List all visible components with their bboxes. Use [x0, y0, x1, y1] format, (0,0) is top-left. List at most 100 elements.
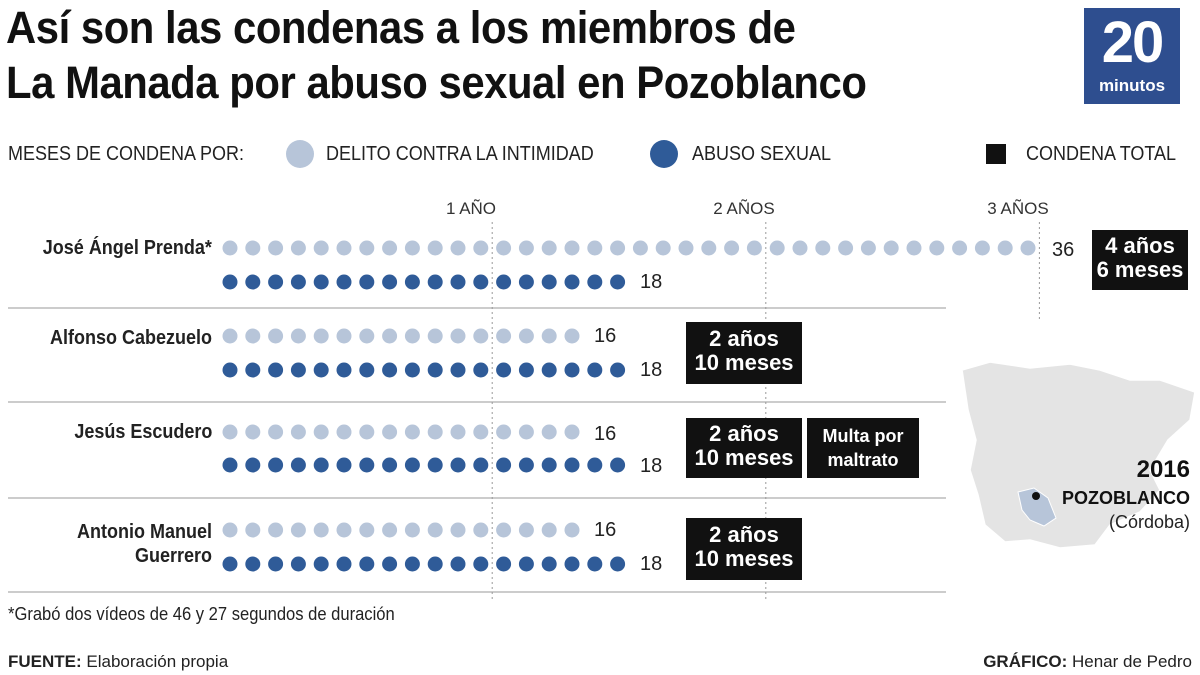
dot-abuso-row2-m3	[268, 362, 284, 378]
dot-abuso-row3-m12	[473, 457, 489, 473]
count-row1-intimidad: 36	[1052, 239, 1075, 261]
dot-intimidad-row3-m1	[222, 424, 238, 440]
dot-abuso-row3-m6	[336, 457, 352, 473]
dot-intimidad-row1-m3	[268, 240, 284, 256]
row-name-jesus-escudero: Jesús Escudero	[73, 421, 212, 443]
dot-abuso-row2-m14	[518, 362, 534, 378]
dot-intimidad-row3-m3	[268, 424, 284, 440]
map-province: (Córdoba)	[1108, 512, 1190, 532]
dot-abuso-row4-m11	[450, 556, 466, 572]
dot-abuso-row3-m2	[245, 457, 261, 473]
dot-abuso-row2-m11	[450, 362, 466, 378]
dot-intimidad-row3-m11	[450, 424, 466, 440]
count-row4-intimidad: 16	[594, 519, 617, 541]
dot-intimidad-row1-m25	[769, 240, 785, 256]
dot-abuso-row3-m11	[450, 457, 466, 473]
dot-intimidad-row1-m8	[382, 240, 398, 256]
dot-abuso-row3-m1	[222, 457, 238, 473]
dot-intimidad-row3-m16	[564, 424, 580, 440]
dot-abuso-row2-m10	[427, 362, 443, 378]
dot-abuso-row3-m16	[564, 457, 580, 473]
dot-abuso-row4-m17	[587, 556, 603, 572]
dot-intimidad-row1-m5	[313, 240, 329, 256]
dot-intimidad-row3-m12	[473, 424, 489, 440]
dot-intimidad-row4-m14	[518, 522, 534, 538]
dot-intimidad-row1-m28	[838, 240, 854, 256]
dot-abuso-row2-m12	[473, 362, 489, 378]
total-box-row3: 2 años 10 meses	[686, 418, 802, 478]
dot-abuso-row1-m9	[404, 274, 420, 290]
source-value: Elaboración propia	[86, 652, 229, 671]
tick-label-2-years: 2 AÑOS	[713, 199, 775, 218]
title-line-1: Así son las condenas a los miembros de	[6, 2, 796, 53]
dot-intimidad-row2-m15	[541, 328, 557, 344]
total-box-row1: 4 años 6 meses	[1092, 230, 1188, 290]
dot-abuso-row1-m10	[427, 274, 443, 290]
dot-intimidad-row1-m7	[359, 240, 375, 256]
dot-intimidad-row2-m8	[382, 328, 398, 344]
logo-text: minutos	[1098, 76, 1166, 95]
dot-abuso-row4-m10	[427, 556, 443, 572]
dot-intimidad-row2-m16	[564, 328, 580, 344]
dot-intimidad-row1-m33	[952, 240, 968, 256]
dot-intimidad-row1-m23	[724, 240, 740, 256]
dot-abuso-row2-m13	[496, 362, 512, 378]
dot-intimidad-row1-m18	[610, 240, 626, 256]
dot-intimidad-row1-m4	[290, 240, 306, 256]
dot-abuso-row2-m5	[313, 362, 329, 378]
dot-intimidad-row1-m31	[906, 240, 922, 256]
dot-abuso-row1-m15	[541, 274, 557, 290]
dot-abuso-row1-m1	[222, 274, 238, 290]
dot-intimidad-row1-m9	[404, 240, 420, 256]
dot-intimidad-row4-m3	[268, 522, 284, 538]
dot-intimidad-row4-m5	[313, 522, 329, 538]
graphic-value: Henar de Pedro	[1071, 652, 1192, 671]
dot-intimidad-row2-m9	[404, 328, 420, 344]
dot-intimidad-row2-m7	[359, 328, 375, 344]
dot-abuso-row4-m18	[610, 556, 626, 572]
extra-box-row3: Multa por maltrato	[805, 418, 919, 478]
dot-intimidad-row4-m6	[336, 522, 352, 538]
dot-abuso-row4-m3	[268, 556, 284, 572]
total-box-row2: 2 años 10 meses	[686, 322, 802, 384]
dot-intimidad-row1-m32	[929, 240, 945, 256]
dot-abuso-row3-m15	[541, 457, 557, 473]
count-row2-intimidad: 16	[594, 325, 617, 347]
dot-intimidad-row4-m1	[222, 522, 238, 538]
dot-intimidad-row2-m3	[268, 328, 284, 344]
dot-abuso-row3-m4	[290, 457, 306, 473]
legend-dot-intimidad	[286, 140, 314, 168]
source-credit: FUENTE: Elaboración propia	[8, 652, 228, 672]
dot-abuso-row2-m18	[610, 362, 626, 378]
dot-intimidad-row2-m10	[427, 328, 443, 344]
row-name-antonio-manuel-guerrero: Antonio Manuel Guerrero	[77, 521, 212, 567]
footnote: *Grabó dos vídeos de 46 y 27 segundos de…	[8, 604, 395, 624]
dot-intimidad-row1-m16	[564, 240, 580, 256]
dot-intimidad-row4-m13	[496, 522, 512, 538]
dot-abuso-row2-m16	[564, 362, 580, 378]
dot-chart	[8, 222, 1040, 600]
dot-intimidad-row1-m14	[518, 240, 534, 256]
dot-abuso-row1-m4	[290, 274, 306, 290]
dot-intimidad-row2-m13	[496, 328, 512, 344]
dot-abuso-row4-m6	[336, 556, 352, 572]
cordoba-province	[1017, 487, 1057, 527]
dot-intimidad-row1-m13	[496, 240, 512, 256]
dot-abuso-row3-m17	[587, 457, 603, 473]
dot-abuso-row4-m2	[245, 556, 261, 572]
dot-abuso-row1-m5	[313, 274, 329, 290]
legend-square-total	[986, 144, 1006, 164]
graphic-label: GRÁFICO:	[983, 652, 1068, 671]
row-name-alfonso-cabezuelo: Alfonso Cabezuelo	[49, 327, 212, 349]
dot-intimidad-row1-m15	[541, 240, 557, 256]
chart-title: Así son las condenas a los miembros de L…	[6, 0, 1001, 110]
dot-intimidad-row1-m24	[746, 240, 762, 256]
dot-intimidad-row2-m11	[450, 328, 466, 344]
source-label: FUENTE:	[8, 652, 82, 671]
dot-abuso-row2-m1	[222, 362, 238, 378]
count-row4-abuso: 18	[640, 553, 663, 575]
20minutos-logo[interactable]: 20 minutos	[1084, 8, 1180, 104]
legend-total: CONDENA TOTAL	[1026, 143, 1177, 165]
dot-abuso-row3-m8	[382, 457, 398, 473]
